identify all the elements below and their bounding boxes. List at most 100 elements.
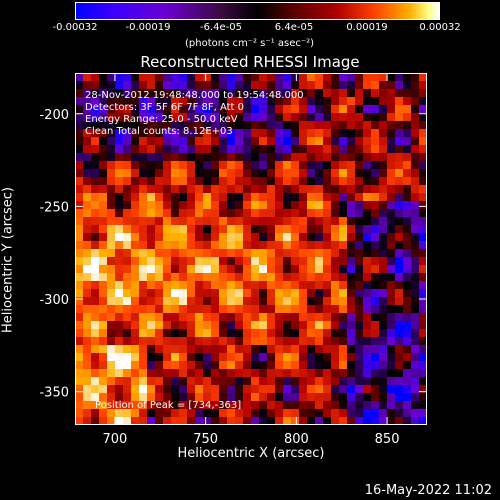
heatmap-cell [115,89,124,98]
heatmap-cell [83,353,92,362]
heatmap-cell [131,393,140,402]
heatmap-cell [387,185,396,194]
heatmap-cell [243,81,252,90]
heatmap-cell [91,273,100,282]
heatmap-cell [315,305,324,314]
heatmap-cell [363,105,372,114]
heatmap-cell [203,313,212,322]
heatmap-cell [323,121,332,130]
heatmap-cell [99,193,108,202]
heatmap-cell [139,137,148,146]
heatmap-cell [235,81,244,90]
heatmap-cell [419,345,427,354]
heatmap-cell [283,113,292,122]
heatmap-cell [123,353,132,362]
heatmap-cell [155,257,164,266]
heatmap-cell [379,369,388,378]
heatmap-cell [99,305,108,314]
heatmap-cell [131,73,140,82]
heatmap-cell [323,129,332,138]
heatmap-cell [315,353,324,362]
heatmap-cell [307,209,316,218]
heatmap-cell [275,417,284,425]
heatmap-cell [403,161,412,170]
heatmap-cell [99,217,108,226]
heatmap-cell [179,273,188,282]
heatmap-cell [83,145,92,154]
heatmap-cell [283,297,292,306]
heatmap-cell [75,321,84,330]
heatmap-cell [259,273,268,282]
heatmap-cell [259,409,268,418]
heatmap-cell [91,169,100,178]
heatmap-cell [411,345,420,354]
heatmap-cell [203,201,212,210]
heatmap-cell [403,329,412,338]
heatmap-cell [243,113,252,122]
heatmap-cell [163,305,172,314]
heatmap-cell [107,305,116,314]
heatmap-cell [219,169,228,178]
heatmap-cell [187,289,196,298]
heatmap-cell [267,97,276,106]
heatmap-cell [387,217,396,226]
heatmap-cell [339,249,348,258]
heatmap-cell [395,385,404,394]
heatmap-cell [323,289,332,298]
heatmap-cell [323,305,332,314]
heatmap-cell [339,169,348,178]
heatmap-cell [283,217,292,226]
heatmap-cell [123,369,132,378]
heatmap-cell [211,177,220,186]
heatmap-cell [139,273,148,282]
heatmap-cell [179,313,188,322]
heatmap-cell [147,225,156,234]
heatmap-cell [339,185,348,194]
annotation-peak: Position of Peak = [734,-363] [95,400,241,411]
heatmap-cell [147,361,156,370]
heatmap-cell [163,361,172,370]
heatmap-cell [371,337,380,346]
heatmap-cell [203,185,212,194]
heatmap-cell [91,113,100,122]
heatmap-cell [315,177,324,186]
heatmap-cell [403,217,412,226]
heatmap-cell [219,409,228,418]
heatmap-cell [219,249,228,258]
heatmap-cell [203,105,212,114]
heatmap-cell [99,369,108,378]
heatmap-cell [403,353,412,362]
heatmap-cell [107,241,116,250]
heatmap-cell [275,257,284,266]
heatmap-cell [179,81,188,90]
heatmap-cell [291,97,300,106]
heatmap-cell [259,361,268,370]
heatmap-cell [155,153,164,162]
heatmap-cell [171,105,180,114]
heatmap-cell [347,361,356,370]
heatmap-cell [203,129,212,138]
heatmap-cell [347,81,356,90]
heatmap-cell [187,105,196,114]
heatmap-cell [163,329,172,338]
heatmap-cell [115,225,124,234]
heatmap-cell [195,241,204,250]
heatmap-cell [403,113,412,122]
heatmap-cell [275,281,284,290]
heatmap-cell [371,145,380,154]
heatmap-cell [187,81,196,90]
heatmap-cell [371,401,380,410]
heatmap-cell [155,177,164,186]
heatmap-cell [219,321,228,330]
heatmap-cell [163,409,172,418]
heatmap-cell [211,409,220,418]
heatmap-cell [147,201,156,210]
heatmap-cell [323,233,332,242]
heatmap-cell [211,353,220,362]
heatmap-cell [371,385,380,394]
heatmap-cell [307,297,316,306]
heatmap-cell [307,377,316,386]
heatmap-cell [227,393,236,402]
heatmap-cell [307,409,316,418]
heatmap-cell [123,281,132,290]
